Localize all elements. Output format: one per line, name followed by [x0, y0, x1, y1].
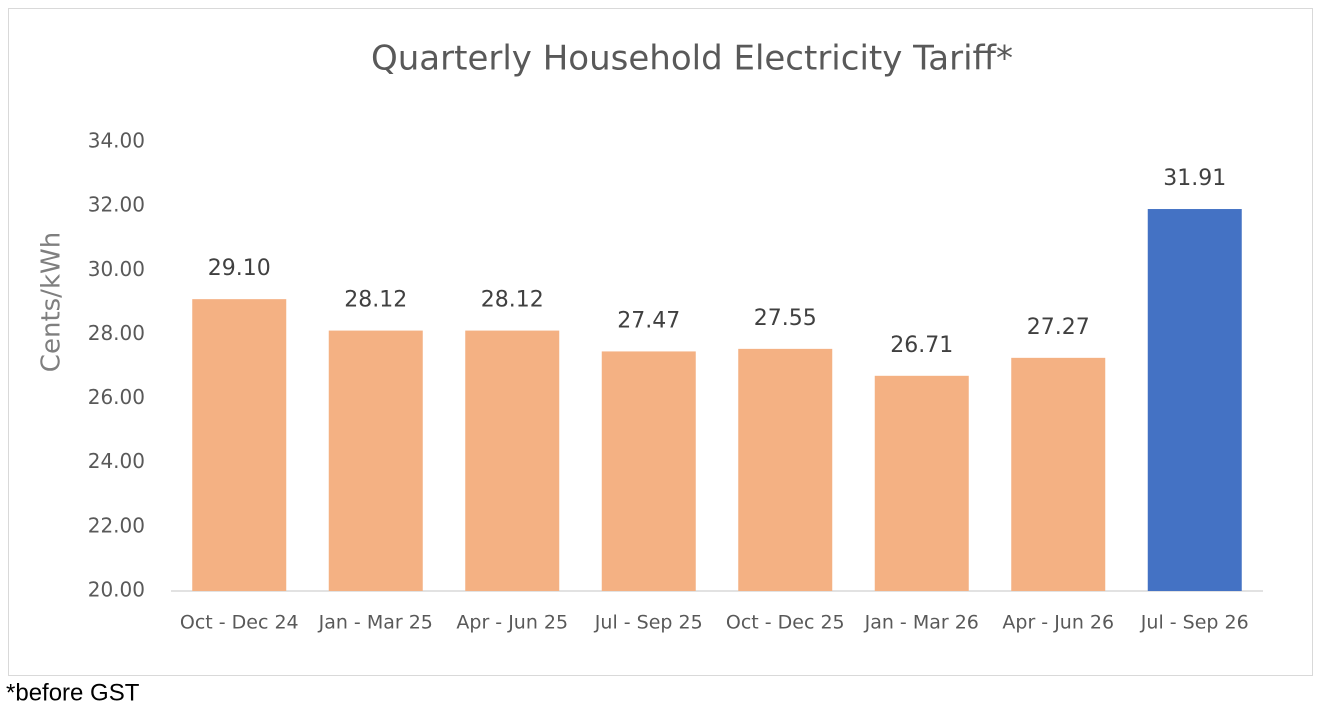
bar [738, 348, 833, 591]
y-tick-label: 32.00 [88, 193, 145, 217]
bar [601, 351, 696, 591]
bar [1011, 357, 1106, 591]
y-tick-label: 22.00 [88, 513, 145, 537]
x-tick-label: Apr - Jun 26 [1002, 612, 1114, 634]
data-label: 28.12 [344, 288, 407, 313]
footnote: *before GST [6, 679, 140, 706]
data-label: 27.55 [754, 306, 817, 331]
x-tick-label: Jul - Sep 25 [594, 612, 703, 634]
y-tick-label: 30.00 [88, 257, 145, 281]
y-axis-title: Cents/kWh [37, 232, 67, 372]
bar [874, 375, 969, 591]
data-label: 27.27 [1027, 315, 1090, 340]
x-tick-label: Oct - Dec 24 [180, 612, 299, 634]
x-tick-label: Jan - Mar 25 [318, 612, 433, 634]
bar [465, 330, 560, 591]
y-tick-label: 20.00 [88, 578, 145, 602]
y-tick-label: 26.00 [88, 385, 145, 409]
bar [1147, 209, 1242, 591]
x-tick-label: Oct - Dec 25 [726, 612, 845, 634]
data-label: 28.12 [481, 288, 544, 313]
data-label: 26.71 [890, 333, 953, 358]
y-tick-label: 28.00 [88, 321, 145, 345]
bar [192, 299, 287, 591]
data-label: 27.47 [617, 308, 680, 333]
data-label: 29.10 [208, 256, 271, 281]
x-tick-label: Jul - Sep 26 [1140, 612, 1249, 634]
y-tick-label: 34.00 [88, 129, 145, 153]
x-tick-label: Apr - Jun 25 [456, 612, 568, 634]
chart-title: Quarterly Household Electricity Tariff* [371, 39, 1013, 79]
x-tick-label: Jan - Mar 26 [864, 612, 979, 634]
data-label: 31.91 [1163, 166, 1226, 191]
bar [328, 330, 423, 591]
y-tick-label: 24.00 [88, 449, 145, 473]
